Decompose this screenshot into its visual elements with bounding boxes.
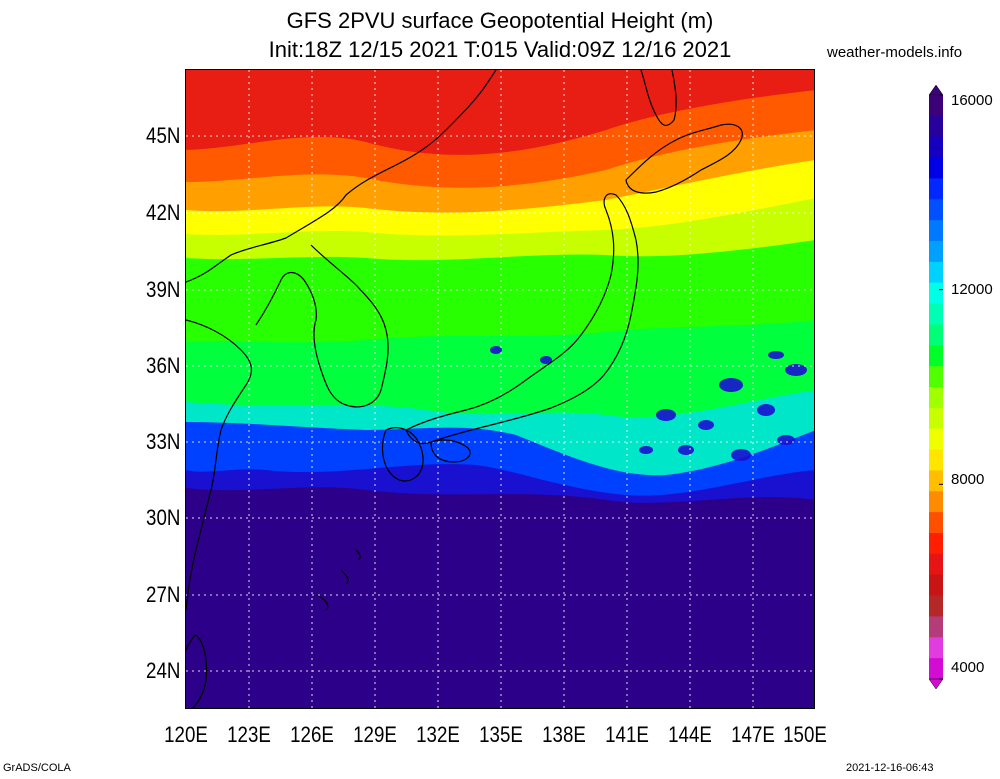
map-canvas [186,70,814,708]
coast-ryukyu [315,549,361,611]
colorbar-segment [929,387,943,409]
coast-kyushu [381,427,424,482]
coast-hokkaido [625,123,743,194]
coast-asia [186,70,497,283]
coast-china-coast [186,319,253,611]
colorbar-max-arrow [929,85,943,96]
colorbar [929,85,943,689]
lat-label-24n: 24N [145,658,180,683]
colorbar-segment [929,282,943,305]
colorbar-segment [929,157,943,179]
coast-taiwan [186,634,208,708]
lat-label-36n: 36N [145,353,180,378]
colorbar-segment [929,428,943,451]
lat-label-33n: 33N [145,429,180,454]
lon-label-150e: 150E [783,722,827,747]
colorbar-label-4000: 4000 [951,659,985,676]
colorbar-segment [929,407,943,430]
colorbar-segment [929,115,943,138]
coast-shikoku [430,439,471,463]
colorbar-segment [929,637,943,659]
colorbar-label-12000: 12000 [951,281,993,298]
coast-korea [255,244,389,408]
map-title: GFS 2PVU surface Geopotential Height (m) [286,8,714,33]
colorbar-segment [929,220,943,242]
colorbar-segment [929,366,943,388]
lon-label-123e: 123E [227,722,271,747]
colorbar-label-8000: 8000 [951,471,985,488]
colorbar-segment [929,595,943,617]
colorbar-segment [929,512,943,534]
lon-label-126e: 126E [290,722,334,747]
colorbar-segment [929,553,943,576]
lon-label-141e: 141E [605,722,649,747]
colorbar-segment [929,616,943,638]
colorbar-segment [929,449,943,471]
colorbar-segment [929,658,943,680]
colorbar-segment [929,324,943,346]
band-red [186,70,814,155]
colorbar-label-16000: 16000 [951,92,993,109]
lat-label-42n: 42N [145,200,180,225]
colorbar-segment [929,199,943,221]
coastlines [186,70,743,708]
lon-label-120e: 120E [164,722,208,747]
colorbar-min-arrow [929,678,943,689]
lat-label-45n: 45N [145,123,180,148]
lon-label-147e: 147E [731,722,775,747]
footer-timestamp: 2021-12-16-06:43 [846,762,934,774]
colorbar-segment [929,533,943,555]
lat-label-30n: 30N [145,505,180,530]
graticule [186,70,814,708]
coast-sakhalin [640,70,677,127]
lon-label-135e: 135E [479,722,523,747]
colorbar-segment [929,178,943,200]
colorbar-segment [929,470,943,492]
lon-label-132e: 132E [416,722,460,747]
colorbar-segment [929,574,943,597]
footer-software-label: GrADS/COLA [3,762,71,774]
colorbar-segment [929,136,943,159]
colorbar-segment [929,303,943,325]
site-label: weather-models.info [827,44,963,61]
colorbar-segment [929,241,943,263]
lat-label-39n: 39N [145,277,180,302]
coast-honshu [405,193,639,445]
lat-label-27n: 27N [145,582,180,607]
colorbar-segment [929,345,943,367]
lon-label-129e: 129E [353,722,397,747]
colorbar-segment [929,491,943,513]
convective-cells [490,346,807,461]
colorbar-segment [929,95,943,117]
colorbar-segment [929,261,943,284]
map-panel [185,69,815,709]
lon-label-144e: 144E [668,722,712,747]
lon-label-138e: 138E [542,722,586,747]
map-subtitle: Init:18Z 12/15 2021 T:015 Valid:09Z 12/1… [268,37,732,62]
